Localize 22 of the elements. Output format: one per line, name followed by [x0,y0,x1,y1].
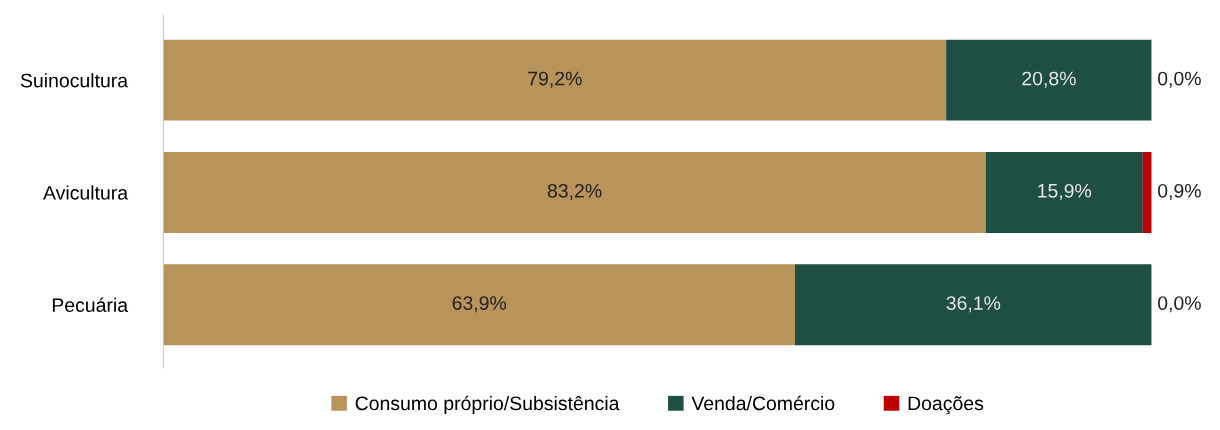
bar [985,152,1143,233]
data-label: 36,1% [946,296,1001,313]
data-label: 15,9% [1038,183,1092,200]
legend-label: Doações [908,396,984,415]
bar [946,39,1152,121]
bar [163,152,986,233]
bar [1142,152,1152,233]
data-label: 63,9% [452,296,507,313]
bar [794,264,1152,346]
bar [163,264,795,346]
data-label: 0,0% [1158,71,1201,88]
data-label: 83,2% [547,183,602,200]
legend-label: Venda/Comércio [691,395,835,411]
y-tick-label: Avicultura [43,185,129,200]
data-label: 0,0% [1158,296,1201,313]
data-label: 20,8% [1022,71,1076,88]
y-tick-label: Suinocultura [20,73,129,88]
legend-label: Consumo próprio/Subsistência [355,395,620,415]
bar [163,39,947,121]
y-tick-label: Pecuária [52,297,129,312]
data-label: 79,2% [528,71,582,88]
data-label: 0,9% [1158,183,1201,200]
